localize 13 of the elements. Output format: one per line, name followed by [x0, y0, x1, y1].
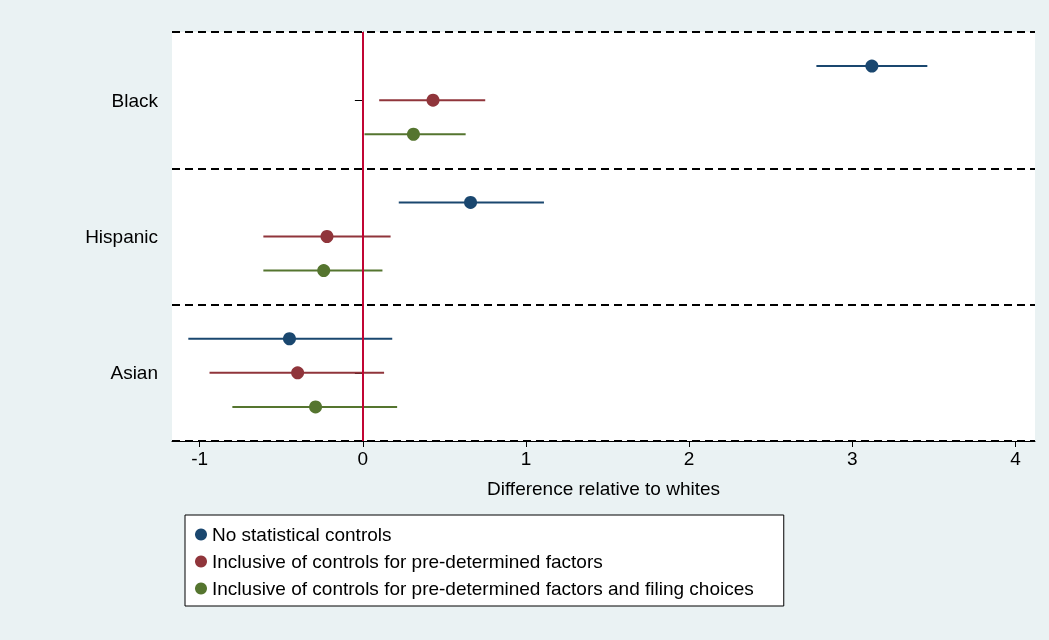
x-tick-label: 4 — [1010, 448, 1022, 469]
legend-label: No statistical controls — [212, 524, 392, 545]
x-axis-title: Difference relative to whites — [486, 478, 721, 499]
x-tick-label: 2 — [683, 448, 695, 469]
y-tick-label: Asian — [110, 362, 158, 384]
legend-label: Inclusive of controls for pre-determined factors and filing choices — [212, 578, 754, 599]
legend-label: Inclusive of controls for pre-determined factors — [212, 551, 603, 572]
y-tick-label: Black — [111, 89, 159, 111]
y-tick-label: Hispanic — [85, 226, 158, 247]
x-tick-label: 0 — [357, 448, 369, 469]
x-tick-label: 3 — [847, 448, 858, 469]
x-tick-label: -1 — [191, 448, 209, 469]
x-tick-label: 1 — [520, 448, 532, 469]
